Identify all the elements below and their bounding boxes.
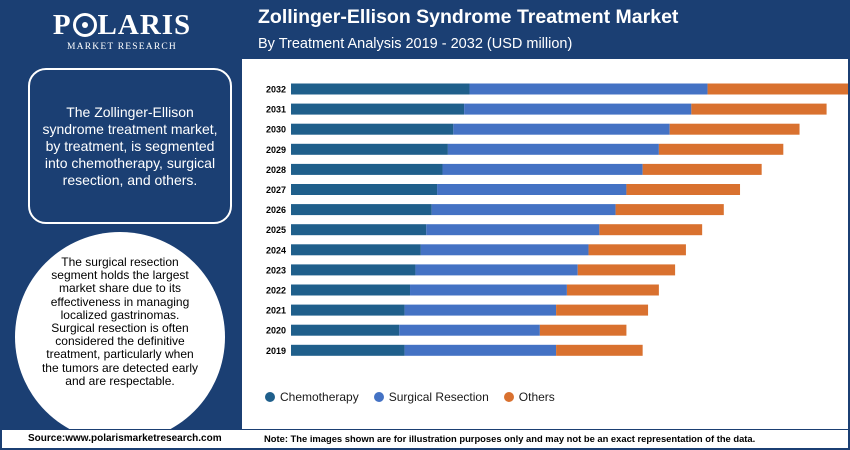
- bar-chemotherapy-2031: [291, 103, 465, 115]
- bar-others-2019: [556, 344, 643, 356]
- bar-others-2022: [566, 284, 659, 296]
- category-label-2029: 2029: [266, 145, 286, 155]
- bar-others-2020: [539, 324, 627, 336]
- brand-subtitle: MARKET RESEARCH: [67, 42, 177, 52]
- bar-surgical-resection-2024: [420, 244, 589, 256]
- bar-surgical-resection-2032: [469, 83, 708, 95]
- legend-item-surgical-resection: Surgical Resection: [373, 390, 489, 404]
- bar-others-2030: [669, 123, 800, 135]
- bar-chemotherapy-2023: [291, 264, 416, 276]
- legend-swatch-chemotherapy: [265, 392, 275, 402]
- bar-chemotherapy-2019: [291, 344, 405, 356]
- bar-surgical-resection-2020: [399, 324, 540, 336]
- bar-others-2025: [599, 224, 703, 236]
- bar-others-2028: [642, 163, 762, 175]
- bar-surgical-resection-2028: [442, 163, 643, 175]
- chart-subtitle: By Treatment Analysis 2019 - 2032 (USD m…: [258, 36, 573, 52]
- bar-others-2021: [556, 304, 649, 316]
- segmentation-info-text: The Zollinger-Ellison syndrome treatment…: [42, 103, 218, 188]
- legend-swatch-others: [503, 392, 514, 402]
- legend-swatch-surgical-resection: [373, 392, 384, 402]
- brand-name: P LARIS: [2, 10, 242, 40]
- category-label-2022: 2022: [266, 286, 286, 296]
- chart-legend: Chemotherapy Surgical Resection Others: [265, 390, 570, 404]
- segmentation-info-box: The Zollinger-Ellison syndrome treatment…: [28, 68, 232, 224]
- bar-surgical-resection-2022: [410, 284, 567, 296]
- source-text: Source:www.polarismarketresearch.com: [28, 433, 222, 444]
- bar-surgical-resection-2023: [415, 264, 578, 276]
- bar-chemotherapy-2027: [291, 184, 438, 195]
- category-label-2019: 2019: [266, 346, 286, 356]
- bar-surgical-resection-2019: [404, 344, 557, 356]
- bar-surgical-resection-2025: [426, 224, 600, 236]
- category-label-2024: 2024: [266, 245, 286, 255]
- bar-chemotherapy-2022: [291, 284, 411, 296]
- bar-surgical-resection-2026: [431, 204, 616, 216]
- chart-title: Zollinger-Ellison Syndrome Treatment Mar…: [258, 6, 679, 28]
- bar-surgical-resection-2029: [447, 143, 659, 155]
- bar-surgical-resection-2030: [453, 123, 670, 135]
- bar-chemotherapy-2026: [291, 204, 432, 216]
- footer: Source:www.polarismarketresearch.com Not…: [2, 429, 848, 448]
- bar-others-2027: [626, 184, 741, 195]
- disclaimer-note: Note: The images shown are for illustrat…: [264, 433, 756, 444]
- bar-chemotherapy-2028: [291, 163, 443, 175]
- highlight-circle-text: The surgical resection segment holds the…: [41, 255, 199, 388]
- bar-chemotherapy-2020: [291, 324, 400, 336]
- bar-surgical-resection-2027: [437, 184, 627, 195]
- brand-name-end: LARIS: [97, 9, 192, 41]
- bar-others-2026: [615, 204, 724, 216]
- bar-others-2031: [691, 103, 827, 115]
- legend-label-surgical-resection: Surgical Resection: [388, 390, 489, 404]
- category-label-2020: 2020: [266, 326, 286, 336]
- bar-others-2024: [588, 244, 686, 256]
- legend-item-others: Others: [503, 390, 555, 404]
- bar-others-2029: [658, 143, 784, 155]
- bar-chemotherapy-2029: [291, 143, 448, 155]
- bar-surgical-resection-2031: [464, 103, 692, 115]
- stacked-bar-chart: 2032 2031 2030 2029 2028 2027 2026 2025 2024 2023…: [266, 83, 848, 356]
- bar-others-2032: [707, 83, 848, 95]
- legend-item-chemotherapy: Chemotherapy: [265, 390, 359, 404]
- category-label-2021: 2021: [266, 306, 286, 316]
- category-label-2027: 2027: [266, 185, 286, 195]
- chart-header: Zollinger-Ellison Syndrome Treatment Mar…: [242, 2, 848, 59]
- brand-logo: P LARIS MARKET RESEARCH: [2, 10, 242, 52]
- bar-surgical-resection-2021: [404, 304, 557, 316]
- category-label-2028: 2028: [266, 165, 286, 175]
- legend-label-others: Others: [518, 390, 555, 404]
- highlight-circle: The surgical resection segment holds the…: [15, 232, 225, 429]
- bar-chemotherapy-2030: [291, 123, 454, 135]
- left-panel: P LARIS MARKET RESEARCH The Zollinger-Ell…: [2, 2, 242, 429]
- bar-chemotherapy-2025: [291, 224, 427, 236]
- category-label-2032: 2032: [266, 85, 286, 95]
- bar-chemotherapy-2021: [291, 304, 405, 316]
- bar-chemotherapy-2032: [291, 83, 470, 95]
- legend-label-chemotherapy: Chemotherapy: [280, 390, 359, 404]
- bar-others-2023: [577, 264, 676, 276]
- category-label-2023: 2023: [266, 265, 286, 275]
- brand-name-start: P: [52, 9, 72, 41]
- bar-chemotherapy-2024: [291, 244, 421, 256]
- category-label-2031: 2031: [266, 105, 286, 115]
- logo-o-icon: [72, 13, 97, 37]
- category-label-2030: 2030: [266, 125, 286, 135]
- category-label-2025: 2025: [266, 225, 286, 235]
- category-label-2026: 2026: [266, 205, 286, 215]
